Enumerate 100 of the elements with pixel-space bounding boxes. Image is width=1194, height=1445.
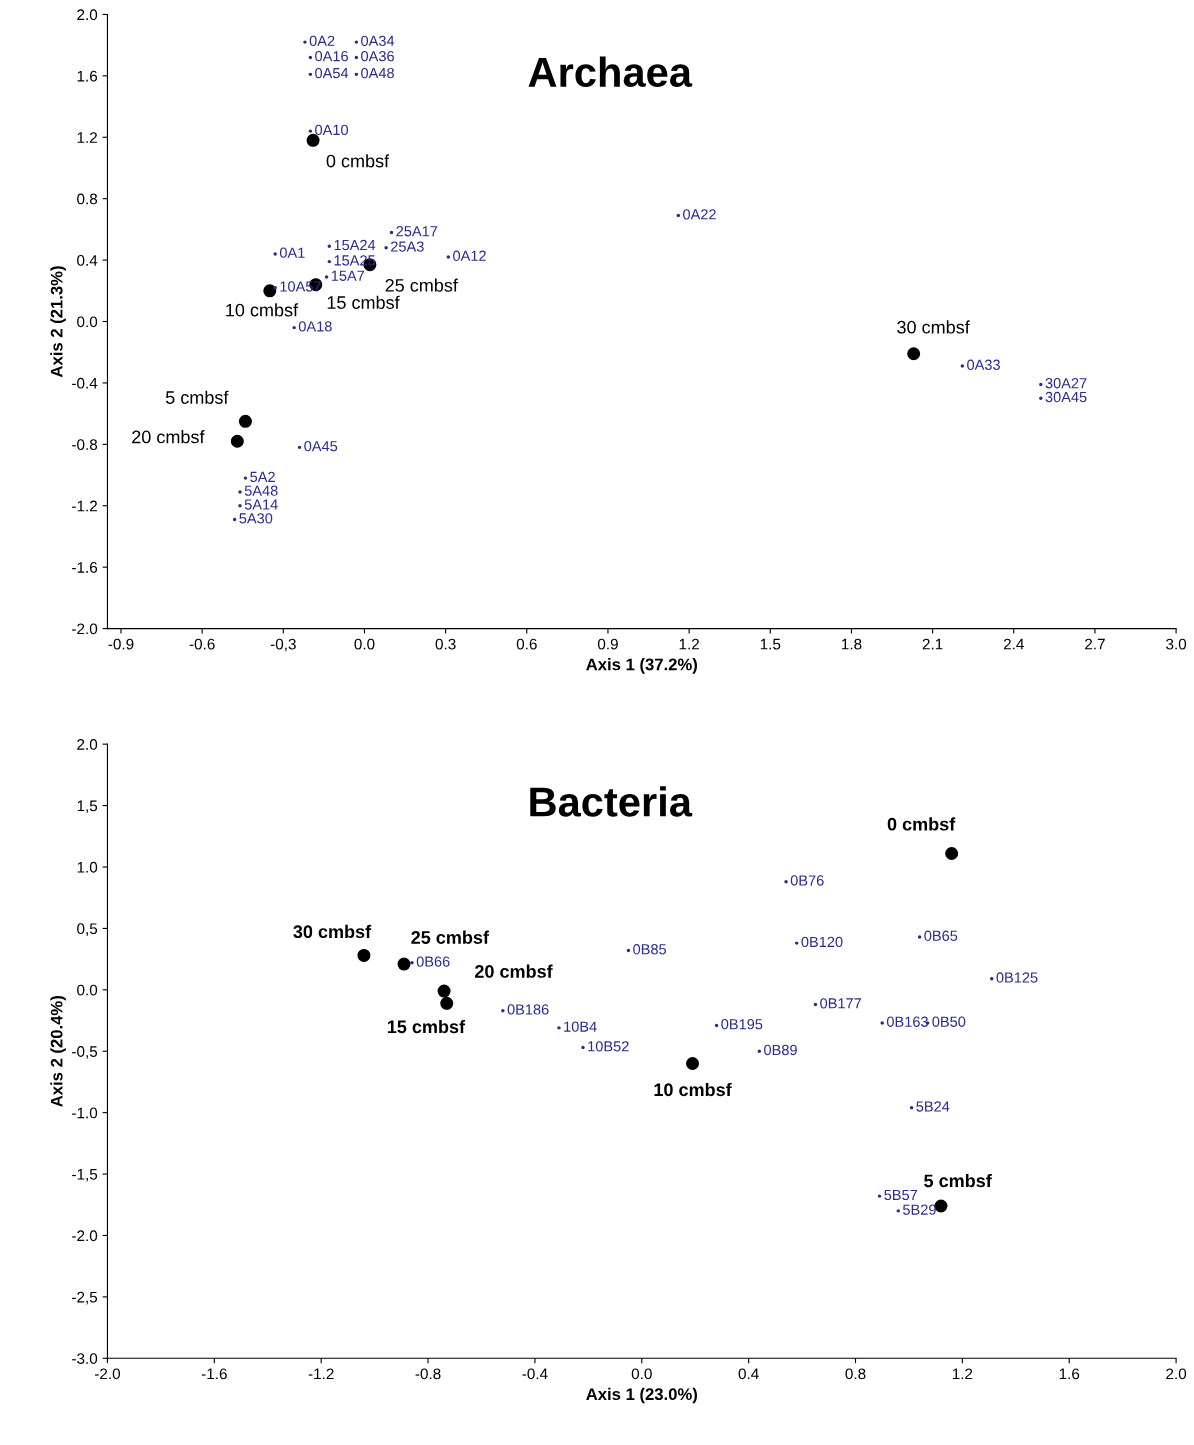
series-label: 5A14 <box>244 499 278 510</box>
series-label: 5B29 <box>903 1204 936 1215</box>
point <box>238 414 252 428</box>
y-tick-label: -2.0 <box>72 1230 98 1242</box>
point <box>354 55 359 60</box>
series-label: 0A18 <box>298 321 332 332</box>
point <box>308 55 313 60</box>
point <box>238 490 242 494</box>
series-label: 0B76 <box>790 875 824 886</box>
series-label: 0A34 <box>361 35 395 46</box>
point <box>397 957 411 971</box>
y-tick-label: -0,5 <box>72 1046 98 1059</box>
series-label: 0A16 <box>315 51 348 62</box>
y-tick-label: -3.0 <box>72 1353 98 1364</box>
x-tick-label: -1.6 <box>201 1368 227 1380</box>
series-label: 0B66 <box>416 956 450 967</box>
point <box>238 504 242 508</box>
series-label: 0B89 <box>764 1044 797 1056</box>
x-tick-label: -1.2 <box>308 1368 334 1380</box>
series-label: 0A45 <box>304 441 338 452</box>
y-tick-label: -1.2 <box>72 500 97 512</box>
series-label: 10B52 <box>588 1041 629 1052</box>
series-label: 0B65 <box>924 930 958 941</box>
series-label: 5A30 <box>239 513 273 524</box>
x-tick-label: -0.6 <box>189 638 215 650</box>
series-label: 0A12 <box>453 250 486 261</box>
y-tick-label: -2.0 <box>72 623 98 635</box>
x-tick-label: -2.0 <box>94 1368 121 1380</box>
x-tick-label: 0.4 <box>738 1368 759 1380</box>
point <box>354 40 359 44</box>
x-tick-label: 1.2 <box>952 1368 973 1380</box>
series-label: 0A22 <box>683 209 716 220</box>
y-tick-label: 0,5 <box>77 923 98 936</box>
point <box>297 445 302 450</box>
series-label: 25A17 <box>396 226 438 237</box>
series-label: 0B50 <box>932 1016 966 1027</box>
point <box>880 1021 884 1025</box>
series-label: 30 cmbsf <box>293 924 372 939</box>
series-label: 0B120 <box>801 936 843 948</box>
y-axis-title: Axis 2 (21.3%) <box>50 266 66 378</box>
series-label: 0A36 <box>361 51 394 62</box>
point <box>230 434 244 448</box>
y-tick-label: 0.8 <box>77 193 98 205</box>
series-label: 0A10 <box>315 124 349 136</box>
series-label: 30A45 <box>1045 391 1087 403</box>
series-label: 10 cmbsf <box>226 303 299 317</box>
y-tick-label: 1,5 <box>77 800 98 814</box>
point <box>686 1057 700 1071</box>
x-tick-label: 2.7 <box>1085 638 1105 650</box>
series-label: 0B125 <box>996 972 1038 983</box>
y-tick-label: -1.6 <box>72 562 98 573</box>
point <box>437 984 451 998</box>
point <box>896 1209 900 1213</box>
point <box>907 347 921 361</box>
x-tick-label: 2.1 <box>922 638 943 650</box>
point <box>384 246 388 250</box>
point <box>303 40 307 44</box>
series-label: 5 cmbsf <box>165 390 229 404</box>
series-label: 0B85 <box>633 944 667 955</box>
series-label: 20 cmbsf <box>132 430 205 444</box>
series-label: 0A54 <box>315 67 349 79</box>
point <box>354 72 359 77</box>
series-label: 5 cmbsf <box>924 1173 992 1188</box>
point <box>410 961 414 965</box>
series-label: 15A24 <box>334 239 376 251</box>
y-tick-label: 2.0 <box>77 739 98 750</box>
point <box>501 1009 505 1013</box>
text: Archaea <box>528 56 693 88</box>
x-tick-label: 0.3 <box>435 638 456 650</box>
point <box>292 325 296 330</box>
series-label: 0A48 <box>361 67 394 79</box>
x-axis-title: Axis 1 (37.2%) <box>586 658 697 674</box>
series-label: 5A2 <box>250 471 275 483</box>
x-tick-label: -0,3 <box>270 638 296 652</box>
x-tick-label: 1.8 <box>841 638 862 650</box>
series-label: 30 cmbsf <box>897 320 970 334</box>
point <box>263 284 277 298</box>
series-label: 0 cmbsf <box>326 154 390 168</box>
series-label: 30A27 <box>1045 378 1087 389</box>
y-tick-label: 0.4 <box>77 254 98 266</box>
y-tick-label: 0.0 <box>77 316 98 328</box>
series-label: 15 cmbsf <box>387 1019 466 1034</box>
x-tick-label: 0.8 <box>845 1368 866 1380</box>
series-label: 25 cmbsf <box>411 930 490 944</box>
text: Bacteria <box>530 786 693 817</box>
point <box>232 517 237 522</box>
point <box>795 941 799 945</box>
x-tick-label: 1.5 <box>760 638 781 650</box>
point <box>1039 382 1043 387</box>
x-tick-label: -0.4 <box>522 1368 548 1380</box>
x-tick-label: -0.9 <box>108 638 134 650</box>
x-axis-title: Axis 1 (23.0%) <box>586 1387 697 1404</box>
series-label: 0B163 <box>886 1016 928 1027</box>
x-tick-label: -0.8 <box>415 1368 441 1380</box>
point <box>557 1026 561 1030</box>
y-tick-label: 2.0 <box>77 9 98 21</box>
point <box>945 846 959 860</box>
point <box>813 1002 818 1007</box>
point <box>308 129 313 133</box>
series-label: 0A1 <box>279 247 305 258</box>
